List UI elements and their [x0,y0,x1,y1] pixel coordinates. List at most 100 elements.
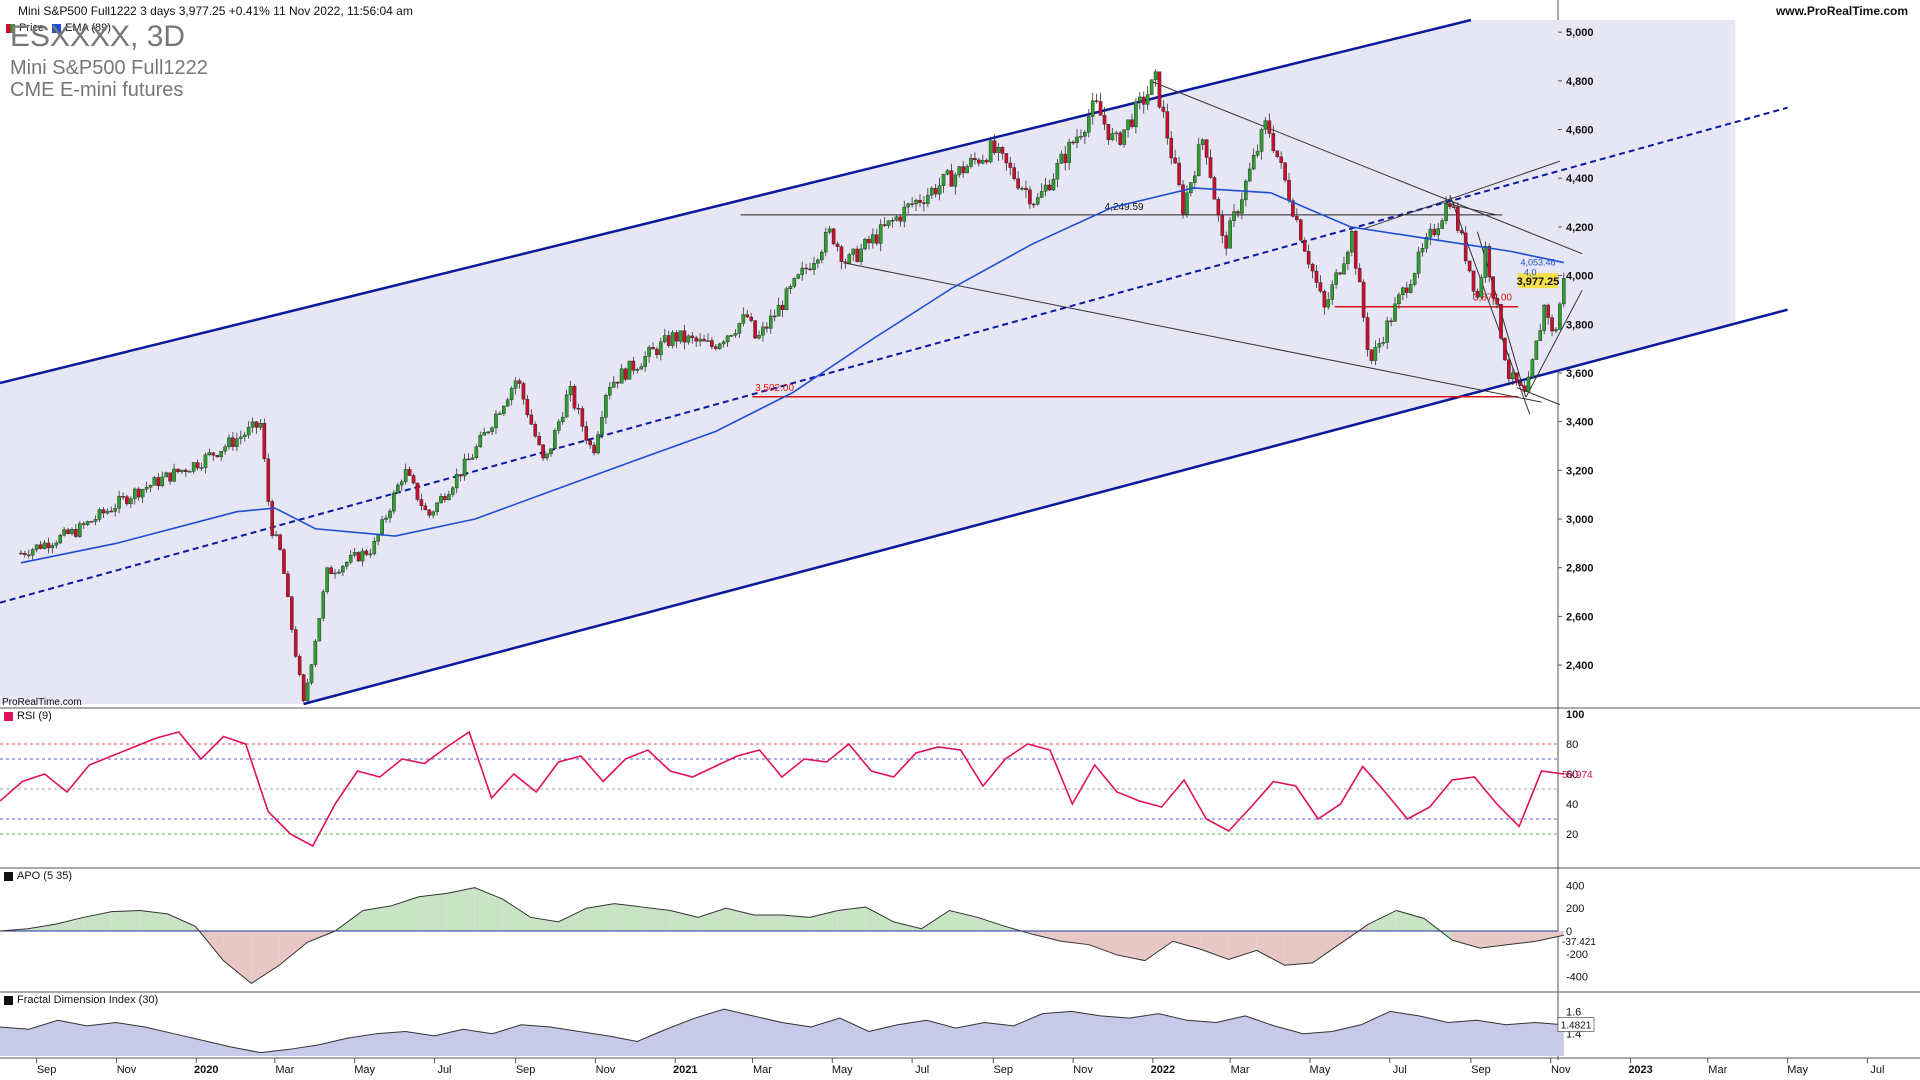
candle-body-47 [203,454,208,468]
channel-lower-line [303,308,1788,706]
candle-body-204 [820,251,824,261]
rsi-line [0,730,1564,848]
candle-body-158 [639,366,644,370]
time-tick-label-17: Jul [1393,1064,1407,1076]
candle-body-95 [392,492,396,512]
candle-body-13 [70,529,74,534]
candle-body-199 [800,267,804,275]
candle-body-177 [714,346,718,349]
candle-body-241 [965,166,969,174]
fdi-last-box [1557,1017,1595,1032]
time-tick-label-22: May [1787,1064,1808,1076]
apo-area-21 [586,903,615,931]
candle-body-345 [1373,347,1378,361]
candle-body-79 [329,567,333,575]
candle-body-212 [851,248,856,255]
candle-body-255 [1020,187,1024,190]
apo-tick-label-0: 400 [1566,880,1584,892]
time-tick-label-15: Mar [1231,1064,1250,1076]
price-tick-label-9: 3,200 [1566,465,1594,477]
apo-line [0,887,1564,985]
candle-body-6 [42,542,47,549]
candle-body-137 [556,421,561,431]
candle-body-243 [973,158,977,161]
candle-body-309 [1232,211,1236,222]
candle-body-272 [1086,116,1091,133]
fdi-line [0,1008,1564,1054]
last-price-box [1518,273,1558,289]
apo-area-46 [1284,931,1313,966]
candle-body-315 [1255,151,1260,156]
candle-body-188 [757,335,761,339]
candle-body-308 [1228,220,1232,249]
candle-body-306 [1220,214,1225,236]
apo-area-32 [893,921,922,931]
candle-body-376 [1495,297,1499,305]
candle-body-273 [1090,100,1095,117]
site-link[interactable]: www.ProRealTime.com [1775,4,1908,18]
candle-body-179 [721,341,726,345]
candle-body-69 [290,596,294,630]
apo-area-25 [698,908,727,931]
apo-area-52 [1452,931,1481,949]
candle-body-333 [1326,299,1331,308]
candle-body-92 [380,519,384,535]
apo-area-23 [642,907,671,931]
candle-body-163 [659,341,663,356]
candle-body-263 [1051,178,1056,191]
candle-body-201 [808,268,812,270]
apo-area-17 [474,887,503,931]
candle-body-222 [890,220,895,222]
candle-body-356 [1416,251,1421,274]
candle-body-275 [1098,101,1103,116]
candle-body-45 [195,462,200,469]
candle-body-187 [753,320,757,339]
candle-body-189 [761,326,765,336]
candle-body-230 [922,202,926,204]
candle-body-231 [926,194,930,204]
candle-body-64 [270,501,274,536]
candle-body-288 [1149,79,1154,95]
apo-tick-label-2: 0 [1566,926,1572,938]
apo-area-28 [781,915,810,931]
candle-body-50 [215,455,220,458]
candle-body-373 [1483,246,1488,278]
candle-body-358 [1424,236,1429,249]
rsi-last-label: 59.974 [1562,770,1593,781]
candle-body-150 [608,387,612,396]
time-tick-label-12: Sep [993,1064,1013,1076]
candle-body-30 [136,488,141,498]
price-tick-label-4: 4,200 [1566,222,1594,234]
candle-body-385 [1530,359,1535,378]
candle-body-36 [160,476,165,487]
rising-trendline [1362,160,1561,230]
apo-area-53 [1480,931,1508,949]
candle-body-180 [725,335,730,343]
candle-body-3 [30,549,35,556]
apo-legend: APO (5 35) [4,870,72,882]
candle-body-181 [729,335,734,337]
candle-body-165 [666,335,671,346]
candle-body-124 [505,399,510,407]
fdi-last-label: 1.4821 [1561,1021,1592,1032]
price-tick-label-7: 3,600 [1566,368,1594,380]
candle-body-170 [686,335,691,343]
candle-body-114 [466,458,471,461]
candle-body-37 [164,472,168,478]
candle-body-164 [662,335,667,342]
apo-area-55 [1535,931,1564,942]
candle-body-166 [670,332,675,346]
candle-body-380 [1510,372,1515,380]
apo-area-35 [977,917,1006,931]
candle-body-252 [1008,162,1013,168]
candle-body-283 [1130,119,1134,128]
candle-body-291 [1161,106,1166,112]
candle-body-233 [933,188,938,195]
candle-body-65 [274,534,278,536]
price-tick-label-1: 4,800 [1566,76,1594,88]
apo-area-16 [446,887,475,931]
candle-body-256 [1024,187,1028,190]
candle-body-236 [945,170,950,175]
candle-body-254 [1016,178,1020,189]
candle-body-19 [93,519,98,522]
